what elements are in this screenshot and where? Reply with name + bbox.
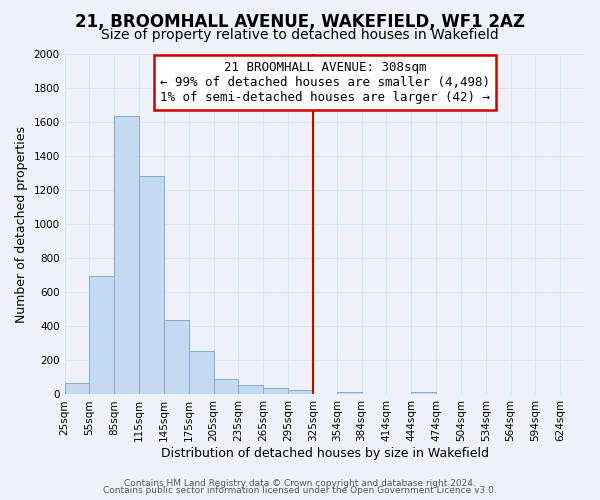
Bar: [337, 392, 362, 394]
Bar: [115, 116, 139, 394]
Bar: [238, 385, 263, 394]
Bar: [189, 351, 214, 395]
Bar: [65, 382, 89, 394]
Text: 21, BROOMHALL AVENUE, WAKEFIELD, WF1 2AZ: 21, BROOMHALL AVENUE, WAKEFIELD, WF1 2AZ: [75, 12, 525, 30]
Text: Contains public sector information licensed under the Open Government Licence v3: Contains public sector information licen…: [103, 486, 497, 495]
Text: Contains HM Land Registry data © Crown copyright and database right 2024.: Contains HM Land Registry data © Crown c…: [124, 478, 476, 488]
Text: 21 BROOMHALL AVENUE: 308sqm
← 99% of detached houses are smaller (4,498)
1% of s: 21 BROOMHALL AVENUE: 308sqm ← 99% of det…: [160, 61, 490, 104]
Bar: [288, 390, 313, 394]
X-axis label: Distribution of detached houses by size in Wakefield: Distribution of detached houses by size …: [161, 447, 489, 460]
Bar: [411, 392, 436, 394]
Bar: [164, 320, 189, 394]
Bar: [263, 388, 288, 394]
Text: Size of property relative to detached houses in Wakefield: Size of property relative to detached ho…: [101, 28, 499, 42]
Bar: [89, 276, 115, 394]
Y-axis label: Number of detached properties: Number of detached properties: [15, 126, 28, 322]
Bar: [214, 379, 238, 394]
Bar: [139, 176, 164, 394]
